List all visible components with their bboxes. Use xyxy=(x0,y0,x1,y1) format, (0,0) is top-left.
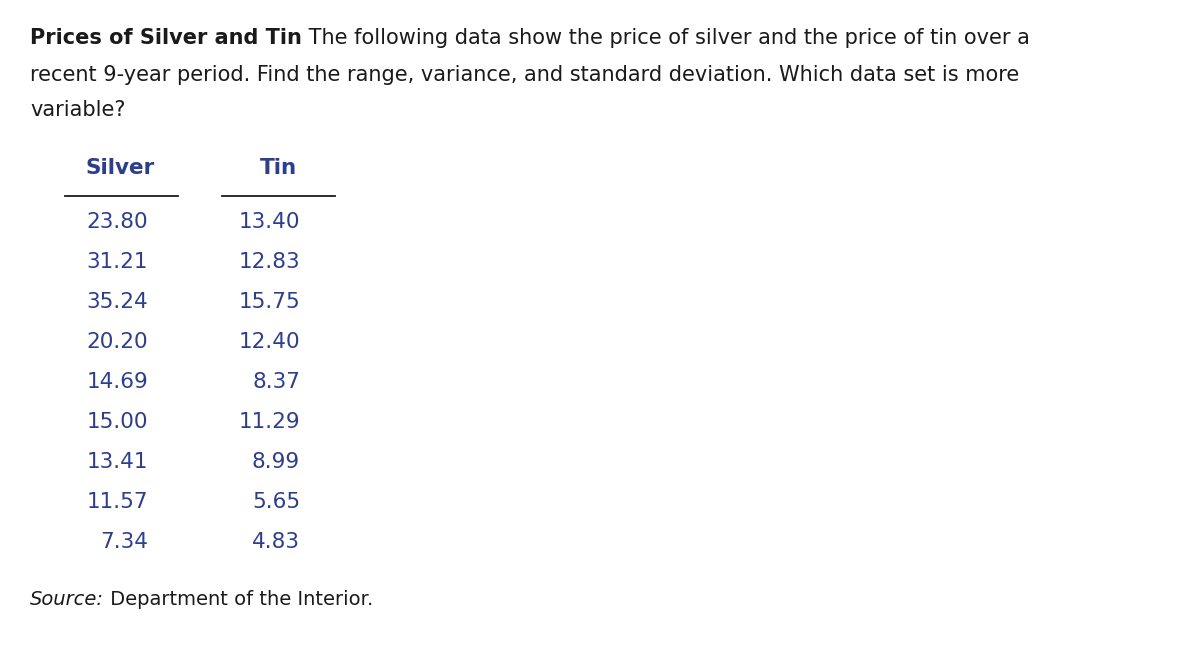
Text: 7.34: 7.34 xyxy=(100,532,148,552)
Text: 4.83: 4.83 xyxy=(252,532,300,552)
Text: 15.75: 15.75 xyxy=(239,292,300,312)
Text: 13.41: 13.41 xyxy=(86,452,148,472)
Text: 5.65: 5.65 xyxy=(252,492,300,512)
Text: Prices of Silver and Tin: Prices of Silver and Tin xyxy=(30,28,302,48)
Text: Silver: Silver xyxy=(85,158,155,178)
Text: The following data show the price of silver and the price of tin over a: The following data show the price of sil… xyxy=(302,28,1030,48)
Text: 8.99: 8.99 xyxy=(252,452,300,472)
Text: 11.57: 11.57 xyxy=(86,492,148,512)
Text: 8.37: 8.37 xyxy=(252,372,300,392)
Text: 14.69: 14.69 xyxy=(86,372,148,392)
Text: 12.83: 12.83 xyxy=(239,252,300,272)
Text: 35.24: 35.24 xyxy=(86,292,148,312)
Text: Tin: Tin xyxy=(259,158,296,178)
Text: variable?: variable? xyxy=(30,100,126,120)
Text: 13.40: 13.40 xyxy=(239,212,300,232)
Text: Source:: Source: xyxy=(30,590,104,609)
Text: 11.29: 11.29 xyxy=(239,412,300,432)
Text: 23.80: 23.80 xyxy=(86,212,148,232)
Text: 31.21: 31.21 xyxy=(86,252,148,272)
Text: 15.00: 15.00 xyxy=(86,412,148,432)
Text: Department of the Interior.: Department of the Interior. xyxy=(104,590,373,609)
Text: 12.40: 12.40 xyxy=(239,332,300,352)
Text: recent 9-year period. Find the range, variance, and standard deviation. Which da: recent 9-year period. Find the range, va… xyxy=(30,65,1019,85)
Text: 20.20: 20.20 xyxy=(86,332,148,352)
